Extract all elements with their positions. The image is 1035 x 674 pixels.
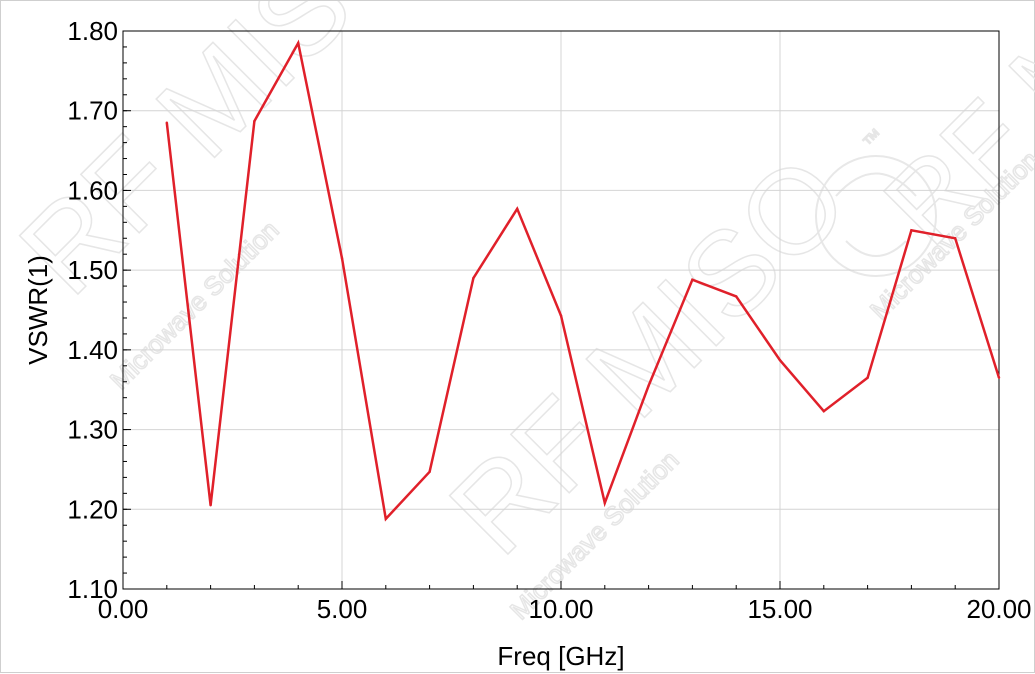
- x-axis-ticks: 0.00 5.00 10.00 15.00 20.00: [98, 581, 1032, 624]
- grid: [123, 31, 999, 589]
- y-tick-label: 1.80: [67, 16, 118, 46]
- y-tick-label: 1.20: [67, 494, 118, 524]
- y-tick-label: 1.40: [67, 335, 118, 365]
- x-tick-label: 20.00: [966, 594, 1031, 624]
- data-point: [997, 376, 1001, 379]
- y-tick-label: 1.30: [67, 415, 118, 445]
- y-tick-label: 1.10: [67, 574, 118, 604]
- data-point: [516, 207, 519, 210]
- data-point: [910, 229, 913, 232]
- data-point: [340, 256, 344, 260]
- x-tick-label: 0.00: [98, 594, 149, 624]
- watermark-logo-icon: [815, 155, 937, 277]
- y-tick-label: 1.60: [67, 175, 118, 205]
- data-point: [778, 359, 782, 362]
- data-point: [603, 501, 606, 505]
- data-point: [822, 410, 825, 413]
- data-point: [954, 237, 957, 240]
- data-point: [559, 314, 563, 317]
- data-point: [384, 517, 387, 521]
- x-tick-label: 15.00: [747, 594, 812, 624]
- data-point: [209, 504, 212, 507]
- x-tick-label: 5.00: [317, 594, 368, 624]
- y-tick-label: 1.50: [67, 255, 118, 285]
- x-tick-label: 10.00: [528, 594, 593, 624]
- series-line: [165, 39, 1001, 522]
- data-point: [165, 121, 168, 124]
- data-point: [253, 119, 256, 123]
- data-point: [691, 278, 694, 281]
- y-tick-label: 1.70: [67, 96, 118, 126]
- y-axis-ticks: 1.10 1.20 1.30 1.40 1.50 1.60 1.70 1.80: [67, 16, 131, 604]
- data-point: [472, 276, 475, 280]
- data-point: [735, 295, 738, 298]
- data-point: [866, 376, 869, 379]
- x-axis-title: Freq [GHz]: [497, 641, 624, 671]
- series-layer: [165, 39, 1001, 522]
- watermark-mark: ™: [859, 125, 889, 155]
- watermark: RF MISO RF MISO RF MISO Microwave Soluti…: [1, 1, 1035, 626]
- data-point: [297, 41, 300, 45]
- y-axis-title: VSWR(1): [23, 255, 53, 365]
- data-point: [428, 470, 431, 474]
- data-point: [647, 384, 650, 387]
- watermark-brand: RF MISO: [425, 131, 873, 579]
